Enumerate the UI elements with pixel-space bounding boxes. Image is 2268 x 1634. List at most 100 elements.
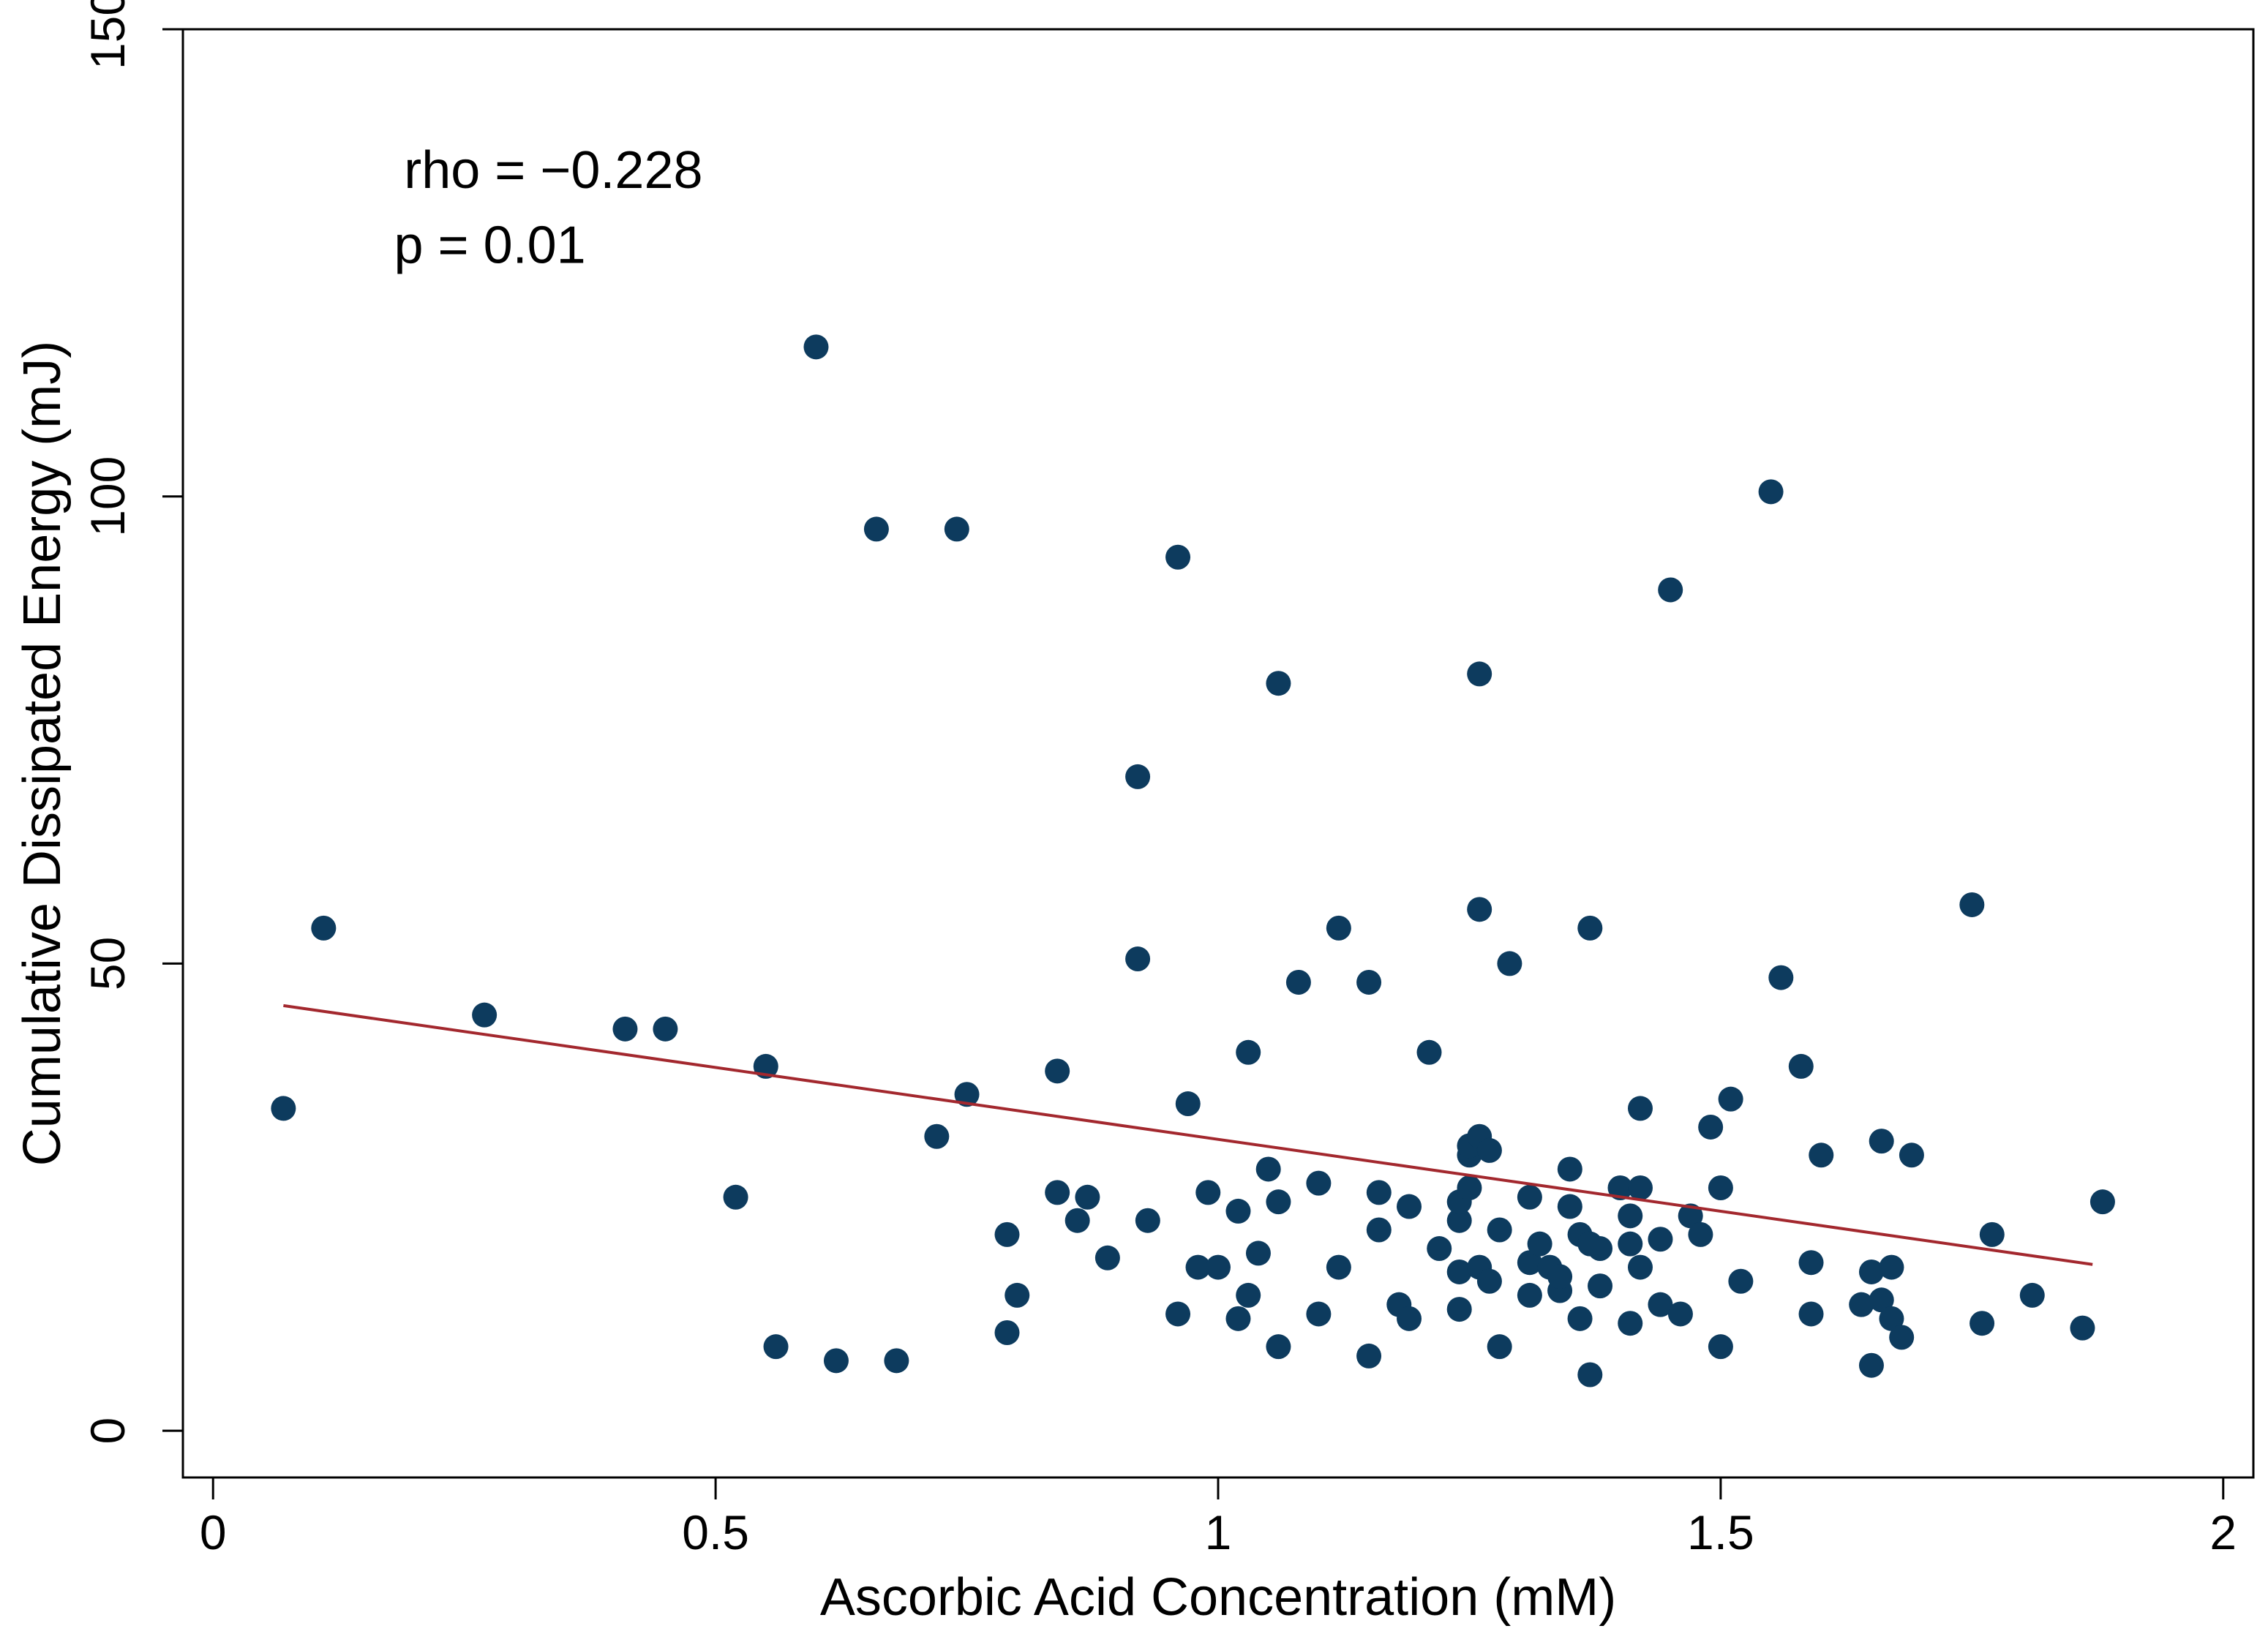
plot-area: [181, 28, 2255, 1479]
fit-line-group: [283, 1004, 2093, 1266]
data-point: [1005, 1282, 1030, 1308]
data-point: [1858, 1352, 1884, 1378]
data-point: [1165, 1301, 1191, 1327]
data-point: [1607, 1175, 1633, 1200]
data-point: [2019, 1282, 2045, 1308]
data-point: [1427, 1236, 1452, 1262]
data-point: [1366, 1217, 1392, 1243]
y-tick-label: 100: [80, 456, 135, 537]
data-point: [1045, 1058, 1070, 1084]
data-point: [1517, 1184, 1542, 1210]
y-tick-label: 50: [80, 937, 135, 990]
data-point: [1557, 1156, 1582, 1182]
data-point: [1547, 1264, 1573, 1289]
data-point: [1557, 1194, 1582, 1219]
x-tick-label: 0: [200, 1505, 227, 1559]
data-point: [2089, 1189, 2115, 1215]
data-point: [1206, 1254, 1231, 1280]
data-point: [1678, 1203, 1703, 1229]
data-point: [823, 1348, 849, 1374]
data-point: [1467, 897, 1492, 922]
data-point: [1245, 1240, 1271, 1266]
data-point: [1326, 1254, 1351, 1280]
data-point: [1306, 1170, 1332, 1196]
data-point: [723, 1184, 748, 1210]
data-point: [1356, 1343, 1382, 1368]
data-point: [1648, 1227, 1673, 1252]
data-point: [1970, 1311, 1995, 1336]
data-point: [1698, 1114, 1724, 1140]
data-point: [1627, 1096, 1653, 1121]
x-tick-label: 2: [2209, 1505, 2237, 1559]
data-point: [1618, 1203, 1643, 1229]
data-point: [1446, 1208, 1472, 1233]
data-point: [863, 516, 889, 542]
y-axis-label: Cumulative Dissipated Energy (mJ): [13, 341, 72, 1166]
data-point: [954, 1082, 980, 1107]
x-axis-label: Ascorbic Acid Concentration (mM): [820, 1568, 1616, 1627]
data-point: [1708, 1334, 1733, 1360]
data-point: [1266, 671, 1291, 696]
data-point: [1889, 1325, 1915, 1350]
data-point: [1527, 1231, 1552, 1257]
rho-annotation: rho = −0.228: [404, 141, 702, 200]
data-point: [1728, 1268, 1754, 1294]
data-point: [1618, 1231, 1643, 1257]
data-point: [1255, 1156, 1281, 1182]
data-point: [1075, 1184, 1100, 1210]
data-point: [1497, 951, 1522, 976]
regression-line: [283, 1004, 2093, 1266]
data-point: [1467, 661, 1492, 687]
data-point: [1094, 1245, 1120, 1270]
data-point: [1487, 1217, 1512, 1243]
x-tick-label: 1.5: [1687, 1505, 1754, 1559]
data-point: [1758, 479, 1784, 505]
y-axis: 0 50 100 150: [80, 0, 183, 1444]
data-point: [1588, 1273, 1613, 1299]
y-tick-label: 0: [80, 1417, 135, 1445]
data-point: [1768, 965, 1794, 990]
data-point: [1457, 1175, 1482, 1200]
data-point: [1809, 1142, 1834, 1168]
x-axis: 0 0.5 1 1.5 2: [200, 1477, 2237, 1559]
x-tick-label: 1: [1205, 1505, 1232, 1559]
data-point: [944, 516, 969, 542]
data-point: [1266, 1334, 1291, 1360]
data-point: [1798, 1301, 1824, 1327]
data-point: [1879, 1254, 1904, 1280]
data-point: [1718, 1086, 1743, 1112]
data-point: [271, 1096, 296, 1121]
data-point: [1627, 1254, 1653, 1280]
data-point: [1869, 1287, 1894, 1313]
data-point: [1175, 1091, 1201, 1117]
data-point: [1618, 1311, 1643, 1336]
data-point: [1397, 1306, 1422, 1331]
data-point: [1577, 915, 1603, 941]
data-point: [1487, 1334, 1512, 1360]
data-point: [1135, 1208, 1160, 1233]
data-point: [1476, 1137, 1502, 1163]
data-point: [1236, 1282, 1261, 1308]
data-point: [763, 1334, 789, 1360]
data-point: [994, 1221, 1020, 1247]
data-point: [1045, 1180, 1070, 1205]
data-point: [1658, 577, 1683, 603]
data-point: [1627, 1175, 1653, 1200]
data-point: [1285, 969, 1311, 995]
data-point: [1788, 1053, 1814, 1079]
data-point: [1858, 1259, 1884, 1284]
data-point: [1979, 1221, 2005, 1247]
data-point: [1879, 1306, 1904, 1331]
data-point: [472, 1002, 497, 1028]
data-point: [311, 915, 337, 941]
data-point: [1185, 1254, 1211, 1280]
data-point: [1125, 946, 1151, 972]
data-point: [1959, 892, 1985, 917]
data-point: [1849, 1292, 1874, 1317]
data-point: [1688, 1221, 1713, 1247]
data-point: [1225, 1198, 1251, 1224]
data-point: [1225, 1306, 1251, 1331]
data-point: [1798, 1250, 1824, 1276]
data-point: [884, 1348, 909, 1374]
